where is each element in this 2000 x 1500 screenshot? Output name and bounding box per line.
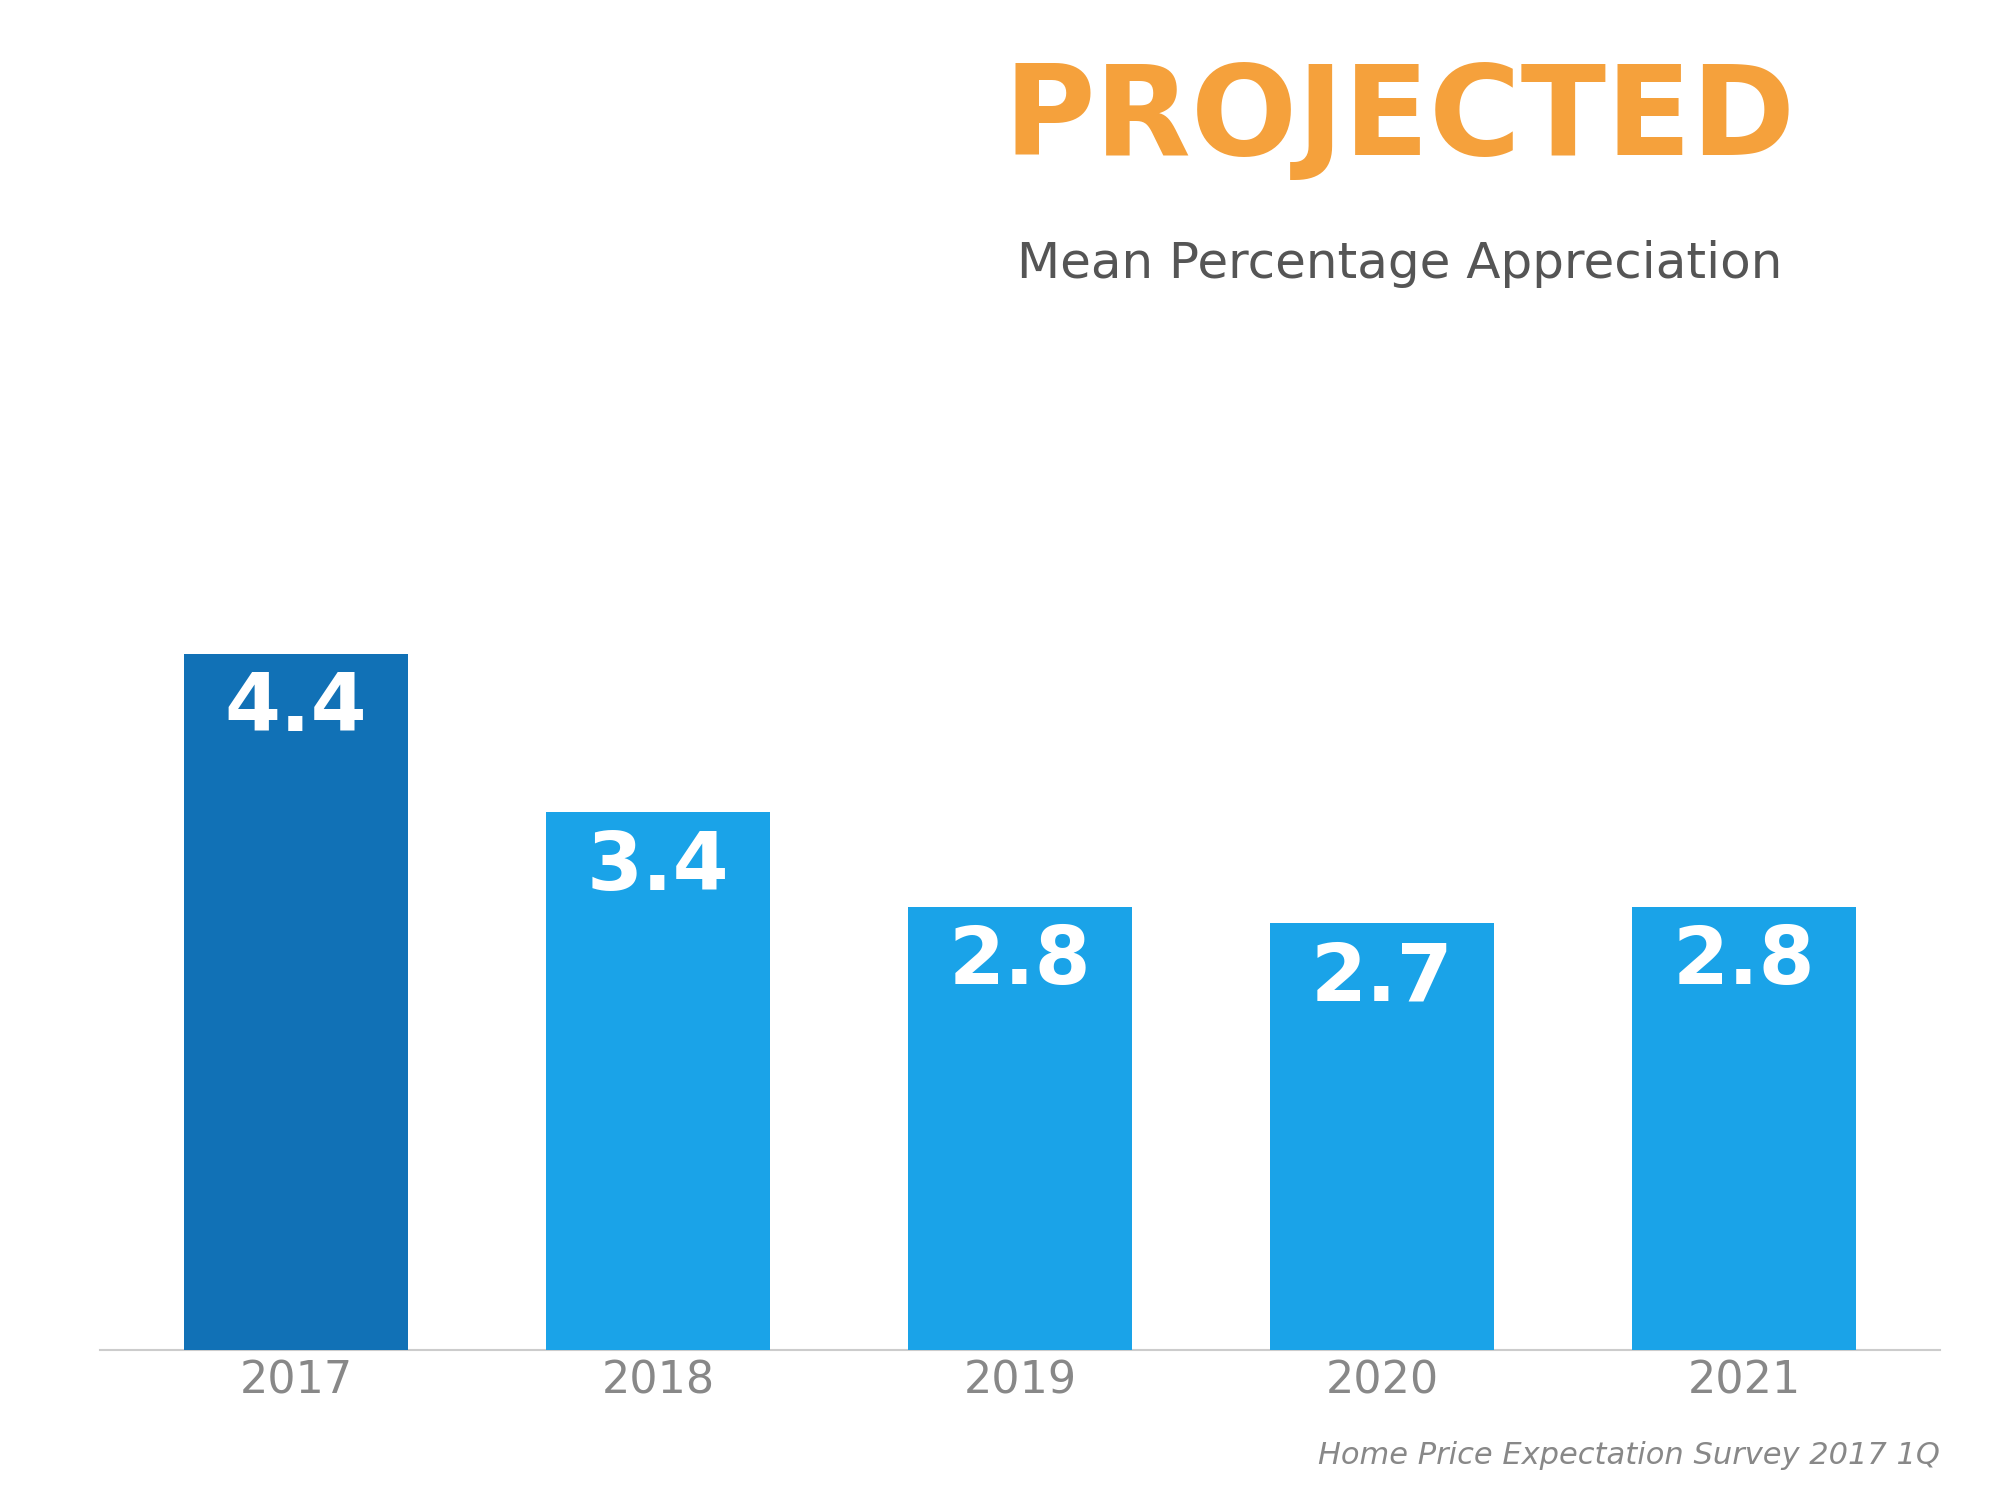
Bar	[546, 812, 770, 1350]
Text: 3.4: 3.4	[586, 828, 730, 906]
Text: Mean Percentage Appreciation: Mean Percentage Appreciation	[1018, 240, 1782, 288]
Bar	[1270, 922, 1494, 1350]
Text: 4.4: 4.4	[224, 670, 368, 748]
Text: PROJECTED: PROJECTED	[1004, 60, 1796, 182]
Text: 2.7: 2.7	[1310, 939, 1454, 1017]
Bar	[908, 908, 1132, 1350]
Text: 2.8: 2.8	[1672, 924, 1816, 1002]
Text: Home Price Expectation Survey 2017 1Q: Home Price Expectation Survey 2017 1Q	[1318, 1442, 1940, 1470]
Bar	[184, 654, 408, 1350]
Text: 2.8: 2.8	[948, 924, 1092, 1002]
Bar	[1632, 908, 1856, 1350]
